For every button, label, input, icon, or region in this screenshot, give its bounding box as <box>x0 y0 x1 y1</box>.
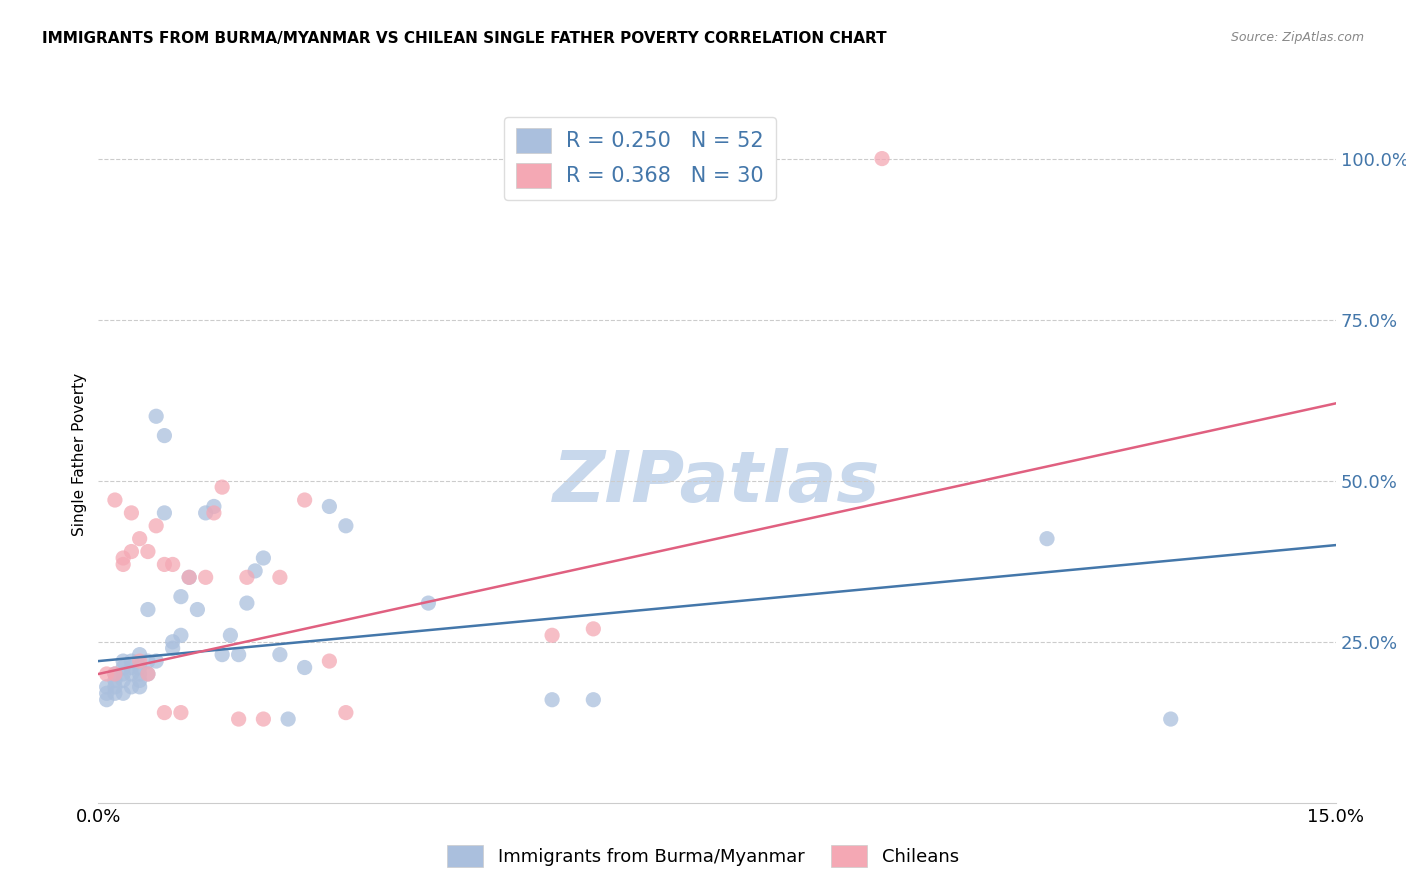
Point <box>128 667 150 681</box>
Point <box>136 667 159 681</box>
Point <box>202 506 225 520</box>
Point <box>202 500 225 514</box>
Point <box>128 648 150 662</box>
Point <box>194 506 217 520</box>
Point <box>162 558 184 572</box>
Point <box>96 680 118 694</box>
Point <box>120 654 142 668</box>
Point <box>128 673 150 688</box>
Point <box>136 544 159 558</box>
Point <box>170 706 193 720</box>
Point <box>112 654 135 668</box>
Point <box>582 622 605 636</box>
Point <box>318 500 340 514</box>
Text: Source: ZipAtlas.com: Source: ZipAtlas.com <box>1230 31 1364 45</box>
Legend: Immigrants from Burma/Myanmar, Chileans: Immigrants from Burma/Myanmar, Chileans <box>440 838 966 874</box>
Point <box>136 602 159 616</box>
Point <box>162 634 184 648</box>
Point <box>186 602 208 616</box>
Point <box>153 706 176 720</box>
Point <box>277 712 299 726</box>
Point <box>120 506 142 520</box>
Text: ZIPatlas: ZIPatlas <box>554 449 880 517</box>
Point <box>104 493 127 508</box>
Point <box>145 409 167 424</box>
Point <box>153 506 176 520</box>
Point <box>153 428 176 442</box>
Point <box>252 551 274 566</box>
Point <box>170 628 193 642</box>
Point <box>112 673 135 688</box>
Point <box>162 641 184 656</box>
Point <box>120 660 142 674</box>
Text: IMMIGRANTS FROM BURMA/MYANMAR VS CHILEAN SINGLE FATHER POVERTY CORRELATION CHART: IMMIGRANTS FROM BURMA/MYANMAR VS CHILEAN… <box>42 31 887 46</box>
Point <box>104 667 127 681</box>
Point <box>153 558 176 572</box>
Point <box>1160 712 1182 726</box>
Point <box>145 654 167 668</box>
Point <box>219 628 242 642</box>
Point <box>112 686 135 700</box>
Point <box>96 692 118 706</box>
Point <box>120 667 142 681</box>
Point <box>228 712 250 726</box>
Point <box>1036 532 1059 546</box>
Point <box>104 667 127 681</box>
Point <box>211 648 233 662</box>
Point <box>128 660 150 674</box>
Point <box>194 570 217 584</box>
Point <box>104 673 127 688</box>
Point <box>236 596 259 610</box>
Point <box>243 564 266 578</box>
Point <box>112 551 135 566</box>
Point <box>269 648 291 662</box>
Point <box>335 518 357 533</box>
Point <box>96 686 118 700</box>
Point <box>128 654 150 668</box>
Point <box>236 570 259 584</box>
Point <box>179 570 201 584</box>
Point <box>136 654 159 668</box>
Point <box>418 596 440 610</box>
Point <box>136 667 159 681</box>
Point <box>294 493 316 508</box>
Point <box>294 660 316 674</box>
Point <box>228 648 250 662</box>
Point <box>252 712 274 726</box>
Point <box>104 680 127 694</box>
Point <box>211 480 233 494</box>
Point <box>128 680 150 694</box>
Point <box>541 628 564 642</box>
Point <box>120 680 142 694</box>
Y-axis label: Single Father Poverty: Single Father Poverty <box>72 374 87 536</box>
Point <box>269 570 291 584</box>
Point <box>170 590 193 604</box>
Point <box>870 152 893 166</box>
Point <box>104 686 127 700</box>
Point <box>318 654 340 668</box>
Point <box>541 692 564 706</box>
Point <box>120 544 142 558</box>
Point <box>96 667 118 681</box>
Point <box>145 518 167 533</box>
Point <box>582 692 605 706</box>
Point <box>335 706 357 720</box>
Point <box>112 660 135 674</box>
Point <box>112 667 135 681</box>
Point <box>128 532 150 546</box>
Legend: R = 0.250   N = 52, R = 0.368   N = 30: R = 0.250 N = 52, R = 0.368 N = 30 <box>505 117 776 200</box>
Point <box>179 570 201 584</box>
Point <box>112 558 135 572</box>
